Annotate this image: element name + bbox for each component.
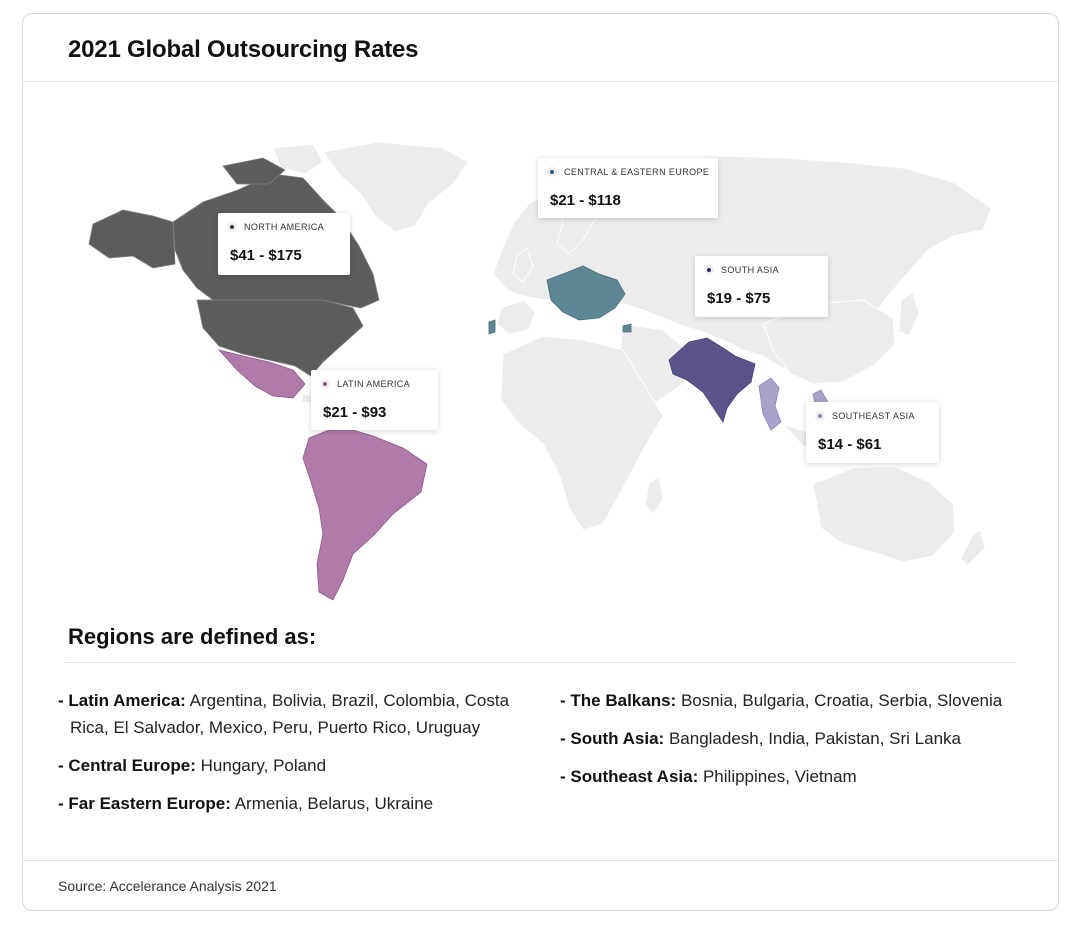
land-canada-islands [222,157,286,185]
bullet-dash: - [560,767,571,786]
definition-item: - Far Eastern Europe: Armenia, Belarus, … [58,790,518,817]
tooltip-value-latin-america: $21 - $93 [323,404,387,421]
land-africa [500,335,664,531]
chart-card: 2021 Global Outsourcing Rates [22,13,1059,911]
region-south-asia [668,337,756,423]
title-divider [23,81,1058,82]
tooltip-label-latin-america: LATIN AMERICA [337,379,411,389]
definition-countries: Argentina, Bolivia, Brazil, Colombia, Co… [70,691,510,737]
land-japan [898,291,920,337]
land-iberia [496,299,536,335]
land-arctic-islands [272,143,324,175]
definition-name: South Asia: [570,729,665,748]
bullet-dash: - [58,756,69,775]
land-alaska [88,209,176,269]
tooltip-value-ce-europe: $21 - $118 [550,192,621,209]
definition-countries: Bosnia, Bulgaria, Croatia, Serbia, Slove… [680,691,1003,710]
regions-divider [65,662,1016,663]
land-portugal-bit [488,319,496,335]
land-usa [196,299,364,377]
source-divider [23,860,1058,861]
definition-countries: Philippines, Vietnam [702,767,857,786]
land-south-asia [668,337,756,423]
tooltip-label-south-asia: SOUTH ASIA [721,265,780,275]
region-ce-europe [488,265,632,335]
bullet-dash: - [58,794,69,813]
tooltip-label-southeast-asia: SOUTHEAST ASIA [832,411,915,421]
tooltip-south-asia: SOUTH ASIA $19 - $75 [695,256,828,317]
region-latin-america [217,349,428,601]
land-new-zealand [960,529,986,567]
tooltip-value-southeast-asia: $14 - $61 [818,436,882,453]
definition-countries: Armenia, Belarus, Ukraine [234,794,434,813]
definition-item: - The Balkans: Bosnia, Bulgaria, Croatia… [560,687,1020,714]
legend-dot-latin-america [320,379,330,389]
source-note: Source: Accelerance Analysis 2021 [58,878,277,894]
legend-dot-north-america [227,222,237,232]
tooltip-label-north-america: NORTH AMERICA [244,222,325,232]
definition-name: Southeast Asia: [570,767,699,786]
land-greenland [322,141,469,233]
tooltip-value-south-asia: $19 - $75 [707,290,771,307]
regions-heading: Regions are defined as: [68,624,317,649]
land-uk [512,247,534,283]
definition-name: Central Europe: [68,756,196,775]
definition-item: - Southeast Asia: Philippines, Vietnam [560,763,1020,790]
land-madagascar [644,475,664,515]
tooltip-ce-europe: CENTRAL & EASTERN EUROPE $21 - $118 [538,158,718,218]
bullet-dash: - [560,729,571,748]
land-australia [812,465,956,563]
bullet-dash: - [58,691,69,710]
definition-name: Far Eastern Europe: [68,794,231,813]
definition-item: - Latin America: Argentina, Bolivia, Bra… [58,687,518,741]
land-east-asia [762,299,896,385]
page-title: 2021 Global Outsourcing Rates [68,36,419,63]
legend-dot-southeast-asia [815,411,825,421]
definition-name: Latin America: [68,691,186,710]
land-armenia-bit [622,323,632,333]
definition-countries: Hungary, Poland [200,756,327,775]
land-vietnam [758,377,782,431]
tooltip-value-north-america: $41 - $175 [230,247,302,264]
land-ce-europe [546,265,626,321]
definitions-left-column: - Latin America: Argentina, Bolivia, Bra… [58,687,518,828]
land-south-america [302,425,428,601]
legend-dot-south-asia [704,265,714,275]
world-map: NORTH AMERICA $41 - $175 LATIN AMERICA $… [23,104,1060,614]
definition-item: - South Asia: Bangladesh, India, Pakista… [560,725,1020,752]
definition-item: - Central Europe: Hungary, Poland [58,752,518,779]
definition-countries: Bangladesh, India, Pakistan, Sri Lanka [668,729,961,748]
tooltip-label-ce-europe: CENTRAL & EASTERN EUROPE [564,167,710,177]
bullet-dash: - [560,691,571,710]
legend-dot-ce-europe [547,167,557,177]
tooltip-southeast-asia: SOUTHEAST ASIA $14 - $61 [806,402,939,463]
tooltip-north-america: NORTH AMERICA $41 - $175 [218,213,350,275]
land-mexico-central [217,349,306,399]
tooltip-latin-america: LATIN AMERICA $21 - $93 [311,370,438,430]
definition-name: The Balkans: [570,691,677,710]
definitions-right-column: - The Balkans: Bosnia, Bulgaria, Croatia… [560,687,1020,801]
